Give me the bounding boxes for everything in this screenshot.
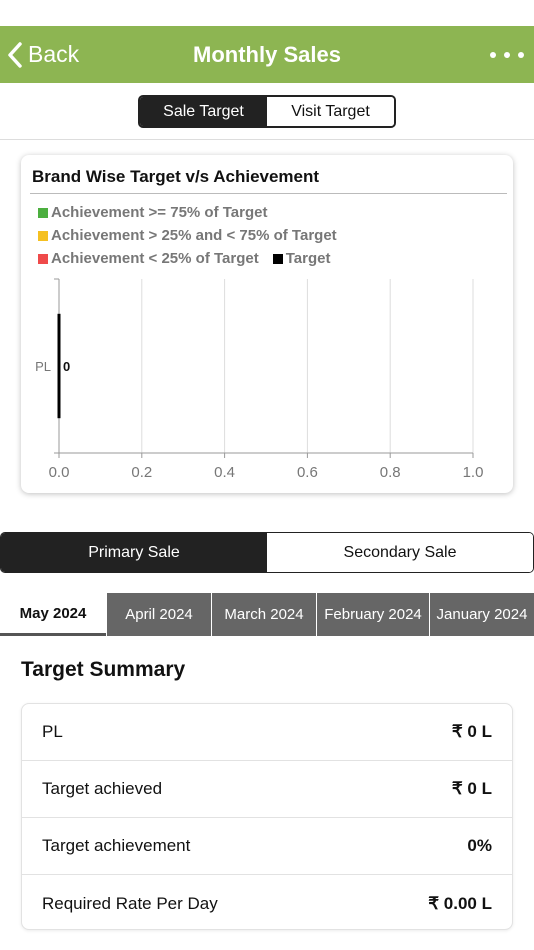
divider: [0, 139, 534, 140]
summary-list: PL ₹ 0 L Target achieved ₹ 0 L Target ac…: [21, 703, 513, 930]
row-value: 0%: [467, 836, 492, 855]
row-value: ₹ 0 L: [451, 722, 492, 741]
data-label: 0: [63, 359, 70, 374]
status-bar: [0, 0, 534, 26]
legend-item-yellow: Achievement > 25% and < 75% of Target: [38, 227, 337, 244]
tab-sale-target[interactable]: Sale Target: [140, 97, 267, 126]
tab-month[interactable]: April 2024: [106, 593, 211, 636]
tab-primary-sale[interactable]: Primary Sale: [1, 533, 267, 572]
more-dot-icon: [504, 51, 510, 58]
x-tick-label: 0.8: [380, 464, 401, 481]
legend-label: Achievement < 25% of Target: [51, 250, 259, 267]
tab-visit-target[interactable]: Visit Target: [267, 97, 394, 126]
back-button[interactable]: Back: [8, 26, 79, 83]
tab-secondary-sale[interactable]: Secondary Sale: [267, 533, 533, 572]
target-type-toggle: Sale Target Visit Target: [138, 95, 396, 128]
back-label: Back: [28, 41, 80, 67]
more-dot-icon: [490, 51, 496, 58]
row-label: Target achievement: [42, 836, 191, 855]
yellow-swatch-icon: [38, 230, 48, 241]
x-tick-label: 1.0: [463, 464, 484, 481]
legend-label: Achievement > 25% and < 75% of Target: [51, 227, 337, 244]
list-item: Required Rate Per Day ₹ 0.00 L: [22, 875, 512, 932]
row-label: Target achieved: [42, 779, 163, 798]
row-value: ₹ 0 L: [451, 779, 492, 798]
divider: [30, 193, 507, 194]
x-tick-label: 0.0: [49, 464, 70, 481]
chart-title: Brand Wise Target v/s Achievement: [32, 167, 320, 186]
legend-item-green: Achievement >= 75% of Target: [38, 204, 267, 221]
list-item: PL ₹ 0 L: [22, 704, 512, 761]
row-value: ₹ 0.00 L: [428, 893, 492, 913]
list-item: Target achieved ₹ 0 L: [22, 761, 512, 818]
legend-label: Achievement >= 75% of Target: [51, 204, 268, 221]
legend-label: Target: [285, 250, 331, 267]
legend-item-red: Achievement < 25% of Target Target: [38, 250, 330, 267]
section-title: Target Summary: [21, 658, 186, 681]
tab-month[interactable]: February 2024: [316, 593, 429, 636]
more-options-button[interactable]: [490, 26, 524, 83]
red-swatch-icon: [38, 253, 48, 264]
month-tabs: May 2024 April 2024 March 2024 February …: [0, 593, 534, 636]
more-dot-icon: [518, 51, 524, 58]
tab-month[interactable]: January 2024: [429, 593, 534, 636]
x-tick-label: 0.2: [131, 464, 152, 481]
x-tick-label: 0.4: [214, 464, 235, 481]
target-marker: [57, 313, 61, 419]
y-tick-label: PL: [35, 359, 51, 374]
chevron-left-icon: [8, 41, 22, 68]
tab-month[interactable]: May 2024: [0, 593, 106, 636]
row-label: Required Rate Per Day: [42, 893, 218, 913]
list-item: Target achievement 0%: [22, 818, 512, 875]
row-label: PL: [42, 722, 63, 741]
chart-card: Brand Wise Target v/s Achievement Achiev…: [21, 155, 513, 493]
sale-type-toggle: Primary Sale Secondary Sale: [0, 532, 534, 573]
target-swatch-icon: [272, 253, 283, 264]
x-tick-label: 0.6: [297, 464, 318, 481]
bar-chart: 0.0 0.2 0.4 0.6 0.8 1.0 PL 0: [35, 278, 484, 481]
tab-month[interactable]: March 2024: [211, 593, 316, 636]
nav-bar: Back Monthly Sales: [0, 26, 534, 83]
green-swatch-icon: [38, 207, 48, 218]
page-title: Monthly Sales: [193, 42, 341, 67]
